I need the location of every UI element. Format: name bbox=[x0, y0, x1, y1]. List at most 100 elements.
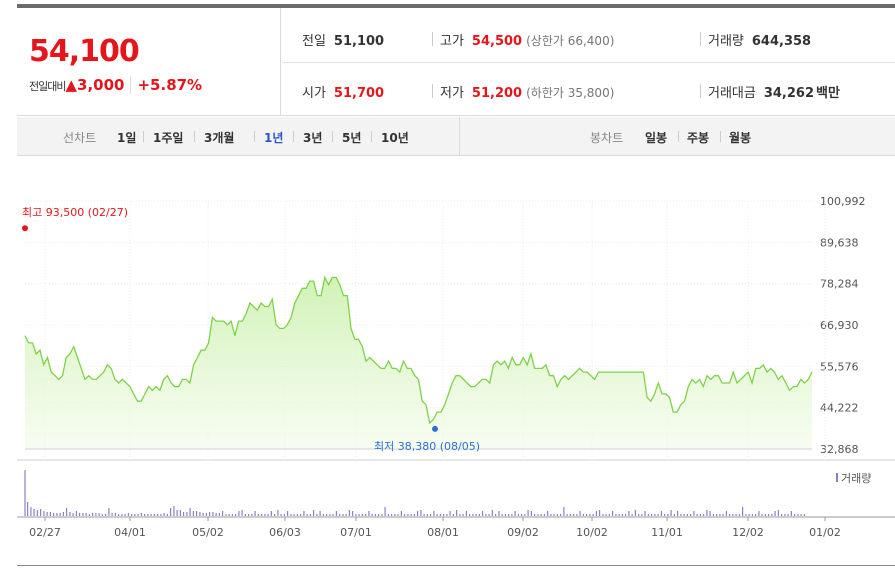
volume-bar bbox=[501, 514, 503, 516]
volume-bar bbox=[508, 514, 510, 516]
volume-bar bbox=[410, 514, 412, 516]
tab-1y[interactable]: 1년 bbox=[264, 131, 284, 145]
volume-bar bbox=[264, 514, 266, 516]
volume-bar bbox=[192, 511, 194, 516]
volume-bar bbox=[803, 514, 805, 516]
volume-bar bbox=[612, 511, 614, 516]
volume-bar bbox=[173, 506, 175, 516]
volume-bar bbox=[121, 514, 123, 516]
volume-bar bbox=[157, 514, 159, 516]
volume-bar bbox=[345, 514, 347, 516]
volume-bar bbox=[599, 510, 601, 516]
tab-3y[interactable]: 3년 bbox=[303, 131, 323, 145]
volume-bar bbox=[618, 514, 620, 516]
volume-bar bbox=[768, 514, 770, 516]
volume-bar bbox=[725, 511, 727, 516]
tab-1d[interactable]: 1일 bbox=[117, 131, 137, 145]
volume-bar bbox=[280, 514, 282, 516]
volume-bar bbox=[771, 514, 773, 516]
volume-bar bbox=[456, 510, 458, 516]
volume-bar bbox=[296, 514, 298, 516]
volume-bar bbox=[654, 514, 656, 516]
tab-1w[interactable]: 1주일 bbox=[153, 131, 184, 145]
volume-bar bbox=[712, 514, 714, 516]
volume-bar bbox=[699, 514, 701, 516]
volume-bar bbox=[764, 514, 766, 516]
price-line bbox=[24, 275, 813, 425]
volume-bar bbox=[241, 510, 243, 516]
volume-bar bbox=[563, 507, 565, 516]
volume-bar bbox=[751, 514, 753, 516]
volume-bar bbox=[283, 514, 285, 516]
volume-bar bbox=[657, 514, 659, 516]
volume-bar bbox=[443, 514, 445, 516]
volume-bar bbox=[69, 512, 71, 516]
volume-bar bbox=[205, 513, 207, 516]
tab-10y[interactable]: 10년 bbox=[381, 131, 409, 145]
volume-bar bbox=[118, 514, 120, 516]
volume-bar bbox=[49, 512, 51, 516]
volume-bar bbox=[309, 514, 311, 516]
volume-bar bbox=[105, 514, 107, 516]
volume-bar bbox=[579, 511, 581, 516]
tab-monthly[interactable]: 월봉 bbox=[729, 131, 752, 145]
price-area bbox=[25, 277, 812, 449]
volume-bar bbox=[111, 513, 113, 516]
volume-bar bbox=[144, 514, 146, 516]
volume-bar bbox=[365, 514, 367, 516]
volume-bar bbox=[277, 510, 279, 516]
volume-bar bbox=[706, 510, 708, 516]
tab-daily[interactable]: 일봉 bbox=[645, 131, 668, 145]
volume-bar bbox=[638, 514, 640, 516]
volume-bar bbox=[101, 514, 103, 516]
tab-5y[interactable]: 5년 bbox=[342, 131, 362, 145]
volume-bar bbox=[66, 508, 68, 516]
volume-bar bbox=[381, 514, 383, 516]
x-tick-label: 07/01 bbox=[340, 526, 372, 539]
volume-bar bbox=[742, 507, 744, 516]
volume-bar bbox=[774, 511, 776, 516]
volume-bar bbox=[482, 511, 484, 516]
volume-bar bbox=[400, 511, 402, 516]
volume-bar bbox=[449, 511, 451, 516]
volume-bar bbox=[46, 512, 48, 516]
tab-weekly[interactable]: 주봉 bbox=[687, 131, 710, 145]
volume-bar bbox=[446, 514, 448, 516]
volume-bar bbox=[537, 514, 539, 516]
volume-bar bbox=[732, 514, 734, 516]
volume-bar bbox=[238, 511, 240, 516]
volume-bar bbox=[677, 511, 679, 516]
volume-bar bbox=[222, 511, 224, 516]
volume-bar bbox=[703, 514, 705, 516]
volume-legend: 거래량 bbox=[841, 472, 871, 485]
low-marker bbox=[432, 425, 438, 432]
volume-bar bbox=[342, 514, 344, 516]
change-line: 전일대비▲3,000 +5.87% bbox=[29, 76, 203, 94]
volume-bar bbox=[43, 511, 45, 516]
volume-bar bbox=[602, 514, 604, 516]
volume-bar bbox=[472, 514, 474, 516]
volume-bar bbox=[355, 514, 357, 516]
volume-bar bbox=[254, 511, 256, 516]
volume-bar bbox=[800, 514, 802, 516]
volume-bar bbox=[459, 514, 461, 516]
volume-bar bbox=[261, 514, 263, 516]
y-tick-label: 44,222 bbox=[820, 402, 859, 415]
volume-bar bbox=[426, 514, 428, 516]
volume-bar bbox=[75, 511, 77, 516]
volume-bar bbox=[40, 509, 42, 516]
volume-bar bbox=[108, 508, 110, 516]
volume-bar bbox=[59, 513, 61, 516]
volume-bar bbox=[33, 509, 35, 516]
tab-3m[interactable]: 3개월 bbox=[204, 131, 235, 145]
x-tick-label: 05/02 bbox=[192, 526, 224, 539]
line-chart-title: 선차트 bbox=[63, 131, 97, 145]
volume-bar bbox=[586, 514, 588, 516]
y-tick-label: 89,638 bbox=[820, 236, 859, 249]
volume-bar bbox=[683, 514, 685, 516]
volume-bar bbox=[202, 513, 204, 516]
volume-bar bbox=[566, 514, 568, 516]
high-annotation: 최고 93,500 (02/27) bbox=[22, 206, 128, 219]
volume-bar bbox=[137, 514, 139, 516]
volume-bar bbox=[595, 511, 597, 516]
